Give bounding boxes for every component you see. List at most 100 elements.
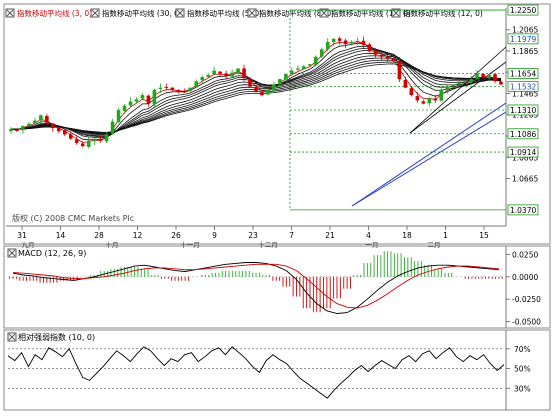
candle-body (176, 90, 181, 92)
legend-item[interactable]: 指数移动平均线 (3, 0) (5, 8, 92, 18)
candle (361, 36, 366, 48)
candle-body (415, 96, 420, 101)
macd-signal-line (13, 263, 499, 309)
x-month-label: 一月 (366, 241, 379, 249)
price-box: 1.2250 (507, 4, 539, 16)
x-day-label: 23 (248, 231, 258, 240)
macd-panel (3, 245, 551, 329)
candle (230, 69, 234, 78)
candle-body (391, 58, 396, 62)
legend-item[interactable]: 指数移动平均线 (12, 0) (391, 8, 483, 18)
candle (176, 89, 181, 94)
candle (296, 65, 300, 73)
candle-body (152, 89, 157, 105)
candle (427, 97, 432, 107)
candle-body (433, 98, 438, 101)
candle-body (116, 109, 121, 123)
candle-body (128, 101, 133, 106)
candle-body (218, 71, 222, 74)
candle (307, 63, 312, 66)
candle-body (427, 98, 432, 104)
rsi-tick-label: 70% (514, 345, 531, 354)
legend-item[interactable]: 指数移动平均线 (8, 0) (247, 8, 334, 18)
x-day-label: 31 (17, 231, 27, 240)
rsi-series-line (7, 346, 505, 399)
candle-body (260, 92, 264, 96)
candle (68, 131, 73, 140)
x-day-label: 12 (133, 231, 143, 240)
price-box: 1.1310 (507, 104, 539, 116)
candle (51, 123, 55, 133)
candle (302, 64, 306, 70)
price-box-frame (507, 146, 539, 158)
candle-body (242, 68, 246, 79)
legend-close-icon-line (248, 9, 256, 17)
x-axis-month-labels: 九月 十月 十一月 十二月 一月 二月 (22, 240, 441, 249)
candle-body (57, 127, 61, 132)
candle-body (92, 138, 97, 142)
candle (319, 47, 324, 59)
candle-body (313, 56, 318, 65)
candle (487, 74, 491, 82)
ema-line (10, 42, 502, 141)
price-box: 1.1086 (507, 128, 539, 140)
candle (367, 42, 372, 52)
candle (242, 64, 246, 82)
candle-body (278, 79, 282, 85)
legend-item[interactable]: 指数移动平均线 (5, 0) (175, 8, 262, 18)
candle-body (421, 101, 426, 104)
candle (224, 70, 228, 80)
price-box-frame (507, 104, 539, 116)
candle (188, 87, 193, 93)
candle-body (361, 40, 366, 46)
candle (92, 138, 97, 146)
price-box-frame (507, 68, 539, 79)
candle (21, 125, 25, 134)
candle (128, 97, 133, 107)
candle-body (236, 68, 240, 74)
candle-body (272, 84, 276, 91)
price-tick-label: 1.1865 (512, 47, 538, 56)
candle (74, 135, 79, 145)
candle-body (98, 139, 103, 141)
legend-close-icon-line (6, 9, 14, 17)
candle-body (409, 88, 414, 96)
candle-body (158, 87, 163, 90)
candle (493, 74, 497, 84)
x-month-label: 十月 (106, 240, 119, 249)
candle-body (27, 123, 31, 126)
candle-body (403, 79, 408, 88)
candle-body (104, 134, 109, 142)
macd-tick-label: 0.0000 (512, 273, 538, 282)
price-tick-label: 1.1465 (512, 89, 538, 98)
candle-body (457, 82, 461, 85)
candle-body (134, 99, 139, 102)
legend: 指数移动平均线 (3, 0) 指数移动平均线 (30, 0) 指数移动平均线 (5,… (5, 8, 483, 18)
rsi-tick-label: 30% (514, 384, 531, 393)
candle (57, 126, 61, 134)
candle-body (230, 72, 234, 77)
macd-line (13, 262, 499, 314)
candle-body (164, 86, 169, 88)
candle (433, 94, 438, 103)
rsi-panel (3, 329, 551, 411)
legend-item[interactable]: 指数移动平均线 (30, 0) (90, 8, 182, 18)
x-day-label: 7 (289, 231, 294, 240)
candle-body (367, 44, 372, 52)
candle (409, 86, 414, 97)
candle-body (110, 121, 115, 134)
candle (140, 93, 145, 101)
candle-body (373, 50, 378, 55)
candle (62, 129, 67, 137)
copyright-text: 版权 (C) 2008 CMC Markets Plc (12, 213, 134, 223)
price-box-label: 1.0914 (510, 148, 536, 157)
candle-body (325, 41, 330, 50)
candle-body (445, 86, 450, 91)
candle-body (188, 87, 193, 91)
macd-tick-label: -0.0250 (512, 295, 541, 304)
candle (170, 87, 175, 92)
legend-label: 指数移动平均线 (30, 0) (102, 8, 182, 18)
candle-body (224, 73, 228, 76)
legend-item[interactable]: 指数移动平均线 (10, 0) (319, 8, 411, 18)
legend-label: 指数移动平均线 (12, 0) (403, 8, 483, 18)
